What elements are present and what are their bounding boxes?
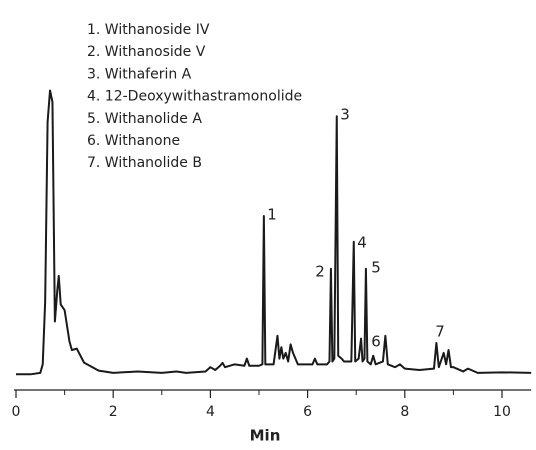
x-tick-label: 8	[400, 404, 409, 420]
peak-label: 1	[267, 206, 277, 224]
x-tick-label: 4	[206, 404, 215, 420]
legend-item: 5. Withanolide A	[87, 111, 202, 127]
legend-item: 1. Withanoside IV	[87, 22, 210, 38]
legend-item: 6. Withanone	[87, 133, 180, 149]
legend-item: 7. Withanolide B	[87, 155, 202, 171]
peak-label: 6	[371, 333, 381, 351]
peak-label: 5	[371, 259, 381, 277]
peak-label: 7	[435, 323, 445, 341]
legend-item: 2. Withanoside V	[87, 44, 206, 60]
x-axis-label: Min	[250, 427, 281, 445]
x-tick-label: 0	[12, 404, 21, 420]
peak-label: 4	[357, 234, 367, 252]
x-tick-label: 6	[303, 404, 312, 420]
legend-item: 3. Withaferin A	[87, 66, 192, 82]
x-tick-label: 10	[493, 404, 511, 420]
peak-label: 3	[340, 106, 350, 124]
x-tick-label: 2	[109, 404, 118, 420]
peak-label: 2	[315, 263, 325, 281]
legend: 1. Withanoside IV 2. Withanoside V 3. With…	[87, 22, 302, 171]
chromatogram-trace	[16, 89, 532, 376]
legend-item: 4. 12-Deoxywithastramonolide	[87, 89, 302, 105]
